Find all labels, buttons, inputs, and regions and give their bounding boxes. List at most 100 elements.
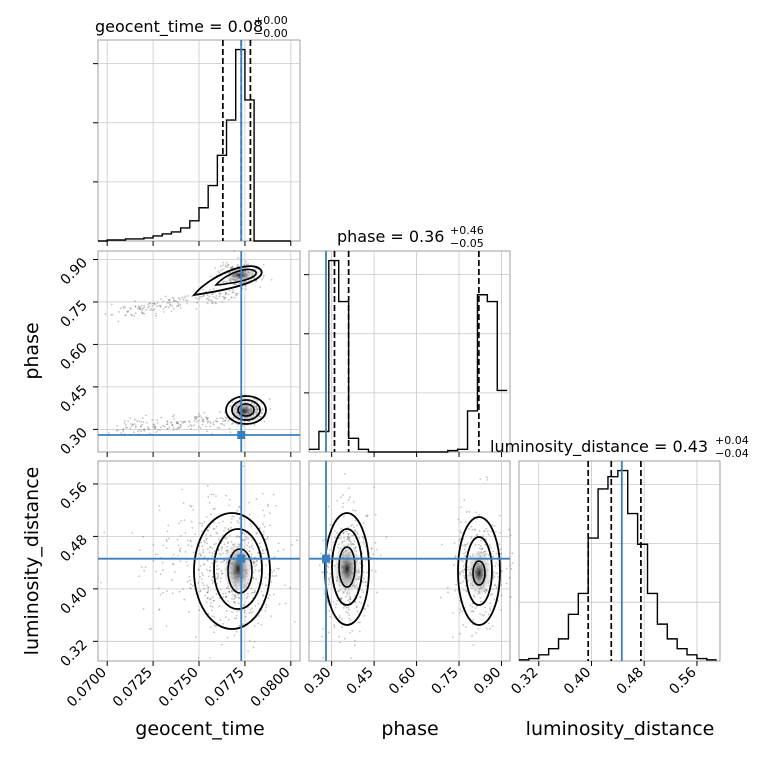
- sample-point: [248, 639, 251, 642]
- sample-point: [100, 581, 102, 584]
- sample-point: [354, 546, 357, 549]
- sample-point: [356, 586, 359, 589]
- sample-point: [451, 636, 454, 639]
- sample-point: [162, 591, 164, 594]
- sample-point: [201, 530, 203, 533]
- sample-point: [472, 610, 475, 613]
- sample-point: [195, 418, 198, 421]
- sample-point: [222, 281, 225, 283]
- sample-point: [455, 583, 457, 586]
- sample-point: [284, 602, 287, 605]
- sample-point: [439, 596, 442, 599]
- sample-point: [221, 546, 223, 548]
- sample-point: [212, 295, 215, 298]
- sample-point: [219, 580, 222, 583]
- sample-point: [353, 595, 356, 597]
- sample-point: [198, 297, 201, 300]
- sample-point: [215, 542, 217, 545]
- sample-point: [348, 617, 351, 620]
- sample-point: [485, 552, 488, 555]
- sample-point: [365, 515, 367, 517]
- sample-point: [230, 296, 233, 299]
- sample-point: [233, 250, 236, 252]
- sample-point: [221, 301, 224, 303]
- sample-point: [201, 578, 203, 580]
- sample-point: [227, 293, 230, 296]
- sample-point: [351, 535, 353, 537]
- sample-point: [152, 423, 155, 426]
- sample-point: [511, 552, 514, 555]
- sample-point: [505, 568, 508, 570]
- sample-point: [165, 547, 168, 549]
- sample-point: [245, 535, 248, 538]
- sample-point: [334, 606, 337, 609]
- panel-phase-hist: [308, 250, 511, 453]
- sample-point: [214, 420, 217, 422]
- sample-point: [225, 596, 228, 599]
- sample-point: [322, 657, 325, 659]
- sample-point: [213, 543, 216, 546]
- sample-point: [227, 420, 230, 422]
- sample-point: [171, 424, 174, 426]
- contour-ring: [193, 512, 271, 630]
- sample-point: [131, 423, 134, 425]
- sample-point: [459, 537, 462, 540]
- sample-point: [216, 421, 219, 423]
- sample-point: [209, 299, 212, 301]
- sample-point: [321, 571, 323, 573]
- sample-point: [256, 274, 258, 276]
- sample-point: [207, 417, 209, 419]
- sample-point: [122, 305, 125, 308]
- sample-point: [265, 538, 267, 541]
- y-tick-label: 0.75: [57, 297, 90, 330]
- sample-point: [133, 431, 135, 434]
- sample-point: [153, 302, 156, 305]
- sample-point: [152, 309, 154, 312]
- sample-point: [235, 617, 238, 620]
- sample-point: [130, 425, 133, 427]
- sample-point: [463, 568, 466, 571]
- sample-point: [352, 509, 354, 512]
- xlabel-luminosity-distance: luminosity_distance: [526, 718, 715, 740]
- sample-point: [257, 570, 260, 573]
- sample-point: [486, 627, 488, 630]
- sample-point: [202, 418, 204, 421]
- sample-point: [493, 584, 496, 587]
- x-tick-label: 0.90: [471, 665, 504, 698]
- sample-point: [140, 430, 143, 433]
- sample-point: [246, 263, 249, 265]
- contour-ring: [457, 516, 501, 626]
- sample-point: [470, 536, 473, 539]
- sample-point: [462, 623, 465, 626]
- sample-point: [220, 269, 223, 272]
- sample-point: [216, 417, 218, 420]
- sample-point: [166, 302, 169, 304]
- sample-point: [195, 421, 198, 423]
- sample-point: [341, 626, 343, 628]
- sample-point: [192, 509, 194, 511]
- sample-point: [194, 533, 197, 535]
- sample-point: [269, 524, 271, 527]
- sample-point: [225, 549, 228, 552]
- sample-point: [225, 281, 228, 283]
- sample-point: [209, 597, 212, 600]
- sample-point: [195, 636, 197, 639]
- title-phase: phase = 0.36: [337, 227, 444, 246]
- title-phase-minus: −0.05: [450, 237, 484, 250]
- sample-point: [250, 539, 253, 541]
- sample-point: [495, 552, 498, 555]
- sample-point: [123, 422, 126, 424]
- sample-point: [261, 549, 264, 552]
- sample-point: [339, 597, 342, 600]
- sample-point: [142, 312, 145, 315]
- sample-point: [327, 505, 330, 508]
- contour-ring: [191, 265, 263, 297]
- contour-ring: [324, 512, 370, 626]
- sample-point: [148, 305, 151, 308]
- sample-point: [175, 428, 178, 431]
- sample-point: [167, 524, 170, 527]
- sample-point: [132, 424, 134, 426]
- sample-point: [231, 515, 234, 517]
- sample-point: [255, 532, 258, 535]
- sample-point: [252, 398, 255, 400]
